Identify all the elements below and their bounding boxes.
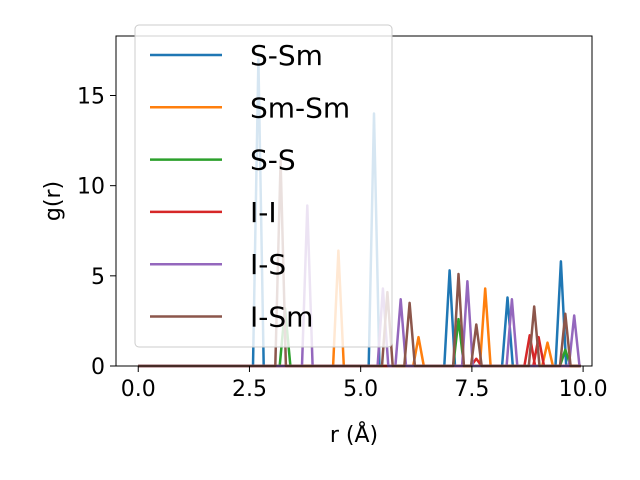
legend-label-s-s: S-S — [250, 144, 296, 177]
x-tick-label: 2.5 — [232, 377, 267, 402]
legend-box — [134, 24, 393, 348]
y-tick-label: 10 — [77, 175, 105, 200]
legend-label-i-sm: I-Sm — [250, 301, 313, 334]
series-line-i-i — [138, 334, 581, 368]
y-axis-label: g(r) — [41, 181, 66, 221]
legend-label-sm-sm: Sm-Sm — [250, 91, 350, 124]
tick-layer: 0.0 2.5 5.0 7.5 10.0 0 5 10 15 — [77, 85, 608, 402]
legend: S-Sm Sm-Sm S-S I-I I-S I-Sm — [134, 24, 393, 348]
legend-label-i-i: I-I — [250, 196, 277, 229]
x-tick-label: 5.0 — [343, 377, 378, 402]
x-axis-label: r (Å) — [330, 421, 378, 448]
y-tick-label: 5 — [91, 265, 105, 290]
y-tick-label: 15 — [77, 85, 105, 110]
legend-label-i-s: I-S — [250, 248, 286, 281]
y-tick-label: 0 — [91, 355, 105, 380]
x-tick-label: 7.5 — [454, 377, 489, 402]
x-tick-label: 10.0 — [559, 377, 608, 402]
x-tick-label: 0.0 — [121, 377, 156, 402]
legend-label-s-sm: S-Sm — [250, 39, 323, 72]
